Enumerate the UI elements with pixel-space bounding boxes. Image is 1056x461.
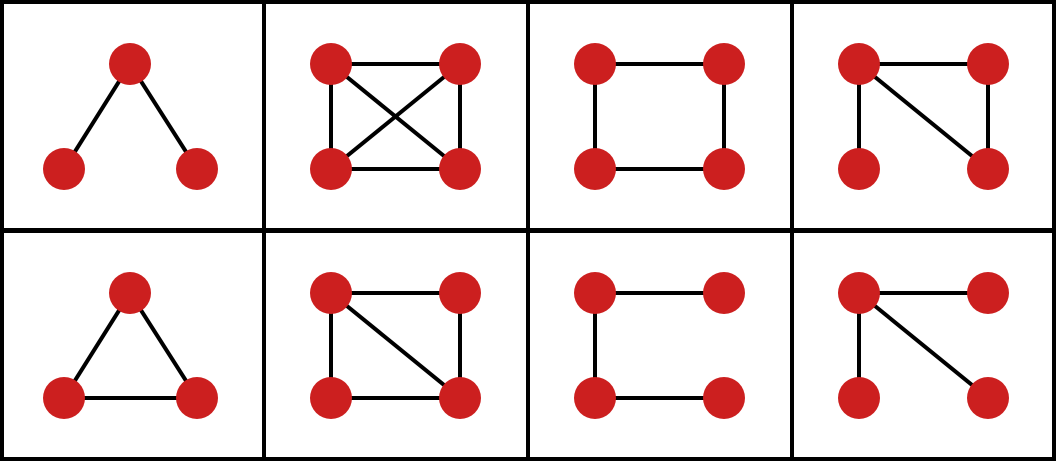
graph-node-top [109,43,151,85]
graph-cell-square-diamond [266,233,526,457]
graph-edge-top-right-to-bottom-left [329,62,462,171]
graph-drawing [310,43,481,190]
graph-drawing [43,272,218,419]
graph-node-bottom-right [176,377,218,419]
graph-cell-square-path-c [530,233,790,457]
graph-node-bottom-left [310,148,352,190]
graph-node-top-right [703,272,745,314]
graph-node-top-left [838,272,880,314]
graph-node-bottom-right [439,148,481,190]
graph-node-bottom-left [838,377,880,419]
graph-drawing [838,43,1009,190]
graph-node-top-left [574,272,616,314]
graph-node-bottom-right [703,377,745,419]
graph-node-bottom-left [574,377,616,419]
graph-node-bottom-right [439,377,481,419]
graph-node-top-right [967,272,1009,314]
graph-cell-square-complete [266,4,526,228]
graph-edge-top-left-to-bottom-right [329,291,462,400]
graph-node-top [109,272,151,314]
graph-node-top-left [574,43,616,85]
graph-node-bottom-right [703,148,745,190]
graph-node-top-right [703,43,745,85]
graph-cell-triangle-open [4,4,262,228]
graph-node-bottom-left [43,377,85,419]
graph-drawing [310,272,481,419]
graph-node-top-left [838,43,880,85]
graph-node-bottom-right [967,377,1009,419]
graph-node-top-left [310,272,352,314]
graph-edge-top-left-to-bottom-right [857,62,990,171]
graph-cell-square-star [794,233,1052,457]
graph-node-bottom-right [967,148,1009,190]
graph-node-bottom-left [310,377,352,419]
graph-cell-square-paw-no-bottom [794,4,1052,228]
graph-node-bottom-left [838,148,880,190]
graph-cell-square-cycle [530,4,790,228]
graph-node-top-right [439,272,481,314]
graph-node-top-right [439,43,481,85]
graph-cell-triangle-closed [4,233,262,457]
graph-node-bottom-left [574,148,616,190]
graph-drawing [574,43,745,190]
graph-node-top-right [967,43,1009,85]
graph-node-top-left [310,43,352,85]
graph-edge-top-left-to-bottom-right [857,291,990,400]
graph-node-bottom-right [176,148,218,190]
graph-drawing [43,43,218,190]
graph-drawing [574,272,745,419]
graph-drawing [838,272,1009,419]
graph-node-bottom-left [43,148,85,190]
